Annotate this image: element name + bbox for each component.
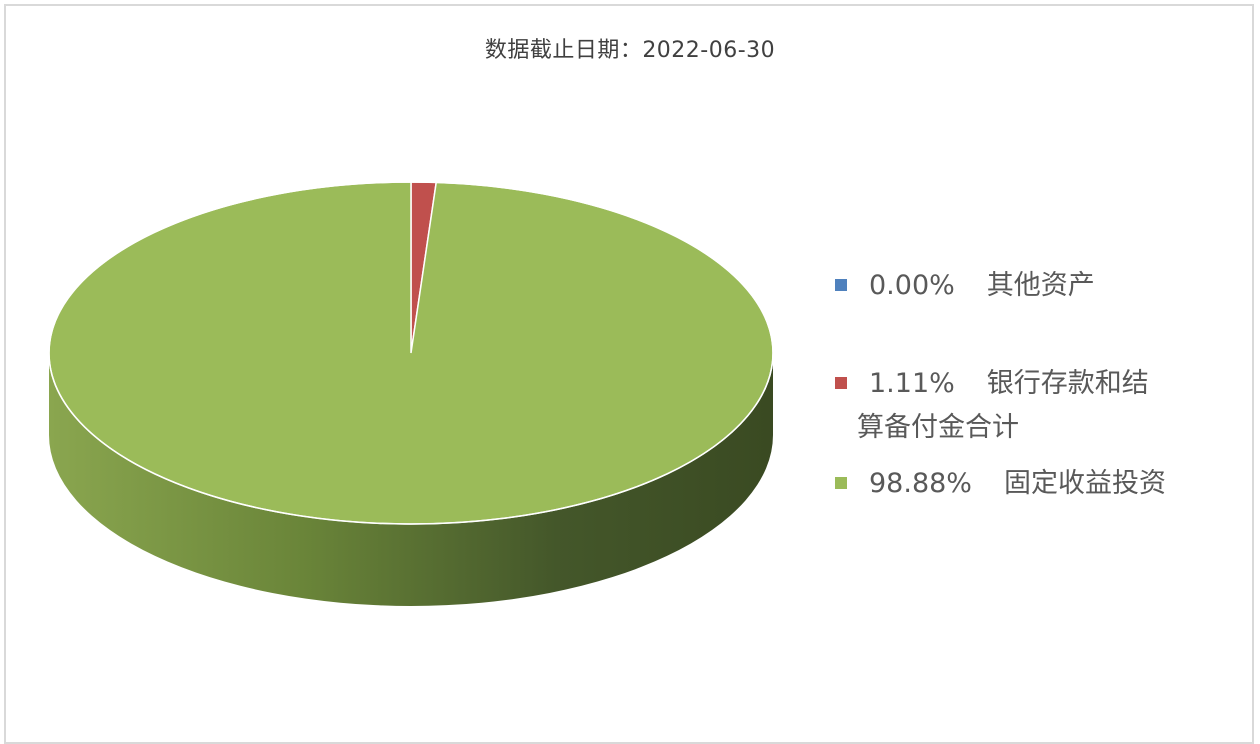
legend-swatch-other-assets bbox=[835, 279, 847, 291]
legend-swatch-bank-deposits bbox=[835, 377, 847, 389]
legend-label-fixed-income: 固定收益投资 bbox=[1003, 468, 1166, 499]
legend-label-bank-deposits-continued: 算备付金合计 bbox=[857, 412, 1019, 443]
pie-slice-fixed-income bbox=[48, 181, 774, 525]
legend-value-fixed-income: 98.88% bbox=[869, 468, 972, 499]
legend-swatch-fixed-income bbox=[835, 477, 847, 489]
legend-value-bank-deposits: 1.11% bbox=[869, 368, 955, 399]
pie-top-rim bbox=[48, 181, 774, 525]
legend-item-fixed-income: 98.88% 固定收益投资 bbox=[835, 464, 1166, 504]
legend-item-other-assets: 0.00% 其他资产 bbox=[835, 266, 1095, 306]
legend-value-other-assets: 0.00% bbox=[869, 270, 955, 301]
chart-title: 数据截止日期：2022-06-30 bbox=[484, 38, 776, 63]
legend-item-bank-deposits: 1.11% 银行存款和结 算备付金合计 bbox=[835, 364, 1149, 443]
pie-side-wall bbox=[49, 353, 773, 606]
legend-label-bank-deposits: 银行存款和结 bbox=[986, 368, 1149, 399]
legend-label-other-assets: 其他资产 bbox=[986, 270, 1095, 301]
